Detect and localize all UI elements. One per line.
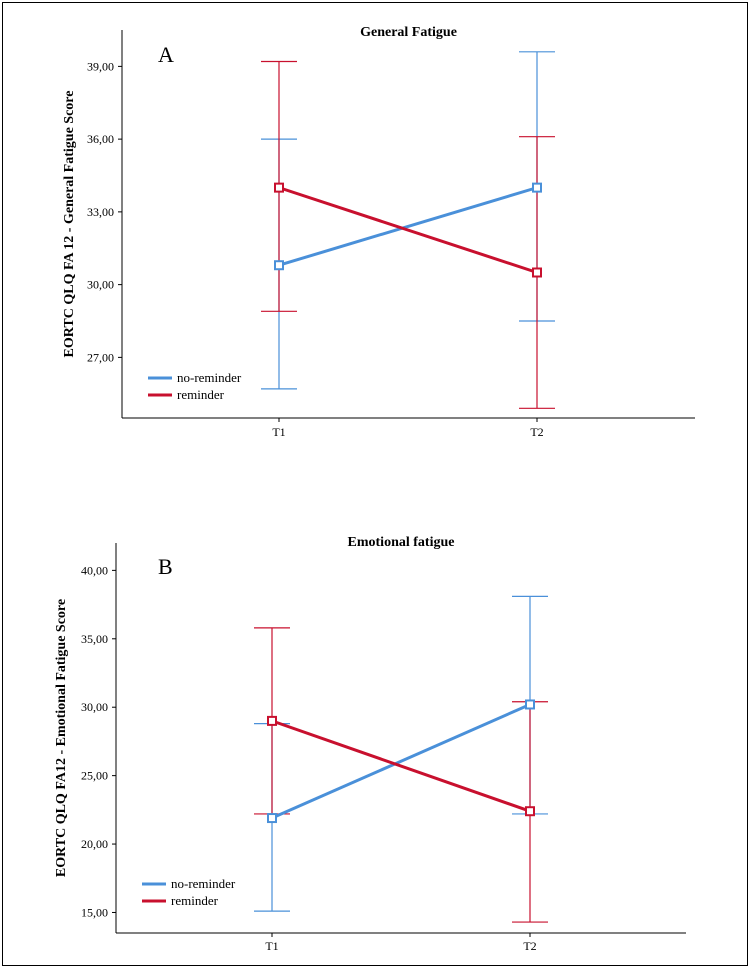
chart-title: General Fatigue <box>360 25 457 40</box>
data-point-no-reminder <box>267 813 277 824</box>
y-tick-label: 35,00 <box>81 632 108 646</box>
y-tick-label: 39,00 <box>87 59 114 73</box>
legend-label: no-reminder <box>171 876 236 891</box>
y-tick-label: 36,00 <box>87 132 114 146</box>
y-tick-label: 25,00 <box>81 769 108 783</box>
series-line-reminder <box>271 719 531 813</box>
panel-letter: A <box>158 42 174 67</box>
series-line-no-reminder <box>278 186 538 267</box>
data-point-reminder <box>532 267 542 278</box>
x-tick-label: T1 <box>272 425 285 439</box>
data-point-reminder <box>267 715 277 726</box>
legend-label: no-reminder <box>177 370 242 385</box>
legend-label: reminder <box>177 387 225 402</box>
y-tick-label: 30,00 <box>87 278 114 292</box>
x-tick-label: T2 <box>523 939 536 953</box>
series-line-no-reminder <box>271 703 531 820</box>
panel-letter: B <box>158 554 173 579</box>
data-point-reminder <box>525 806 535 817</box>
chart-title: Emotional fatigue <box>348 535 455 550</box>
x-tick-label: T1 <box>265 939 278 953</box>
y-tick-label: 15,00 <box>81 905 108 919</box>
y-axis-label: EORTC QLQ FA12 - Emotional Fatigue Score <box>54 599 69 877</box>
y-tick-label: 40,00 <box>81 563 108 577</box>
x-tick-label: T2 <box>530 425 543 439</box>
data-point-reminder <box>274 182 284 193</box>
y-tick-label: 30,00 <box>81 700 108 714</box>
y-tick-label: 33,00 <box>87 205 114 219</box>
series-line-reminder <box>278 186 538 274</box>
y-axis-label: EORTC QLQ FA 12 - General Fatigue Score <box>62 91 77 358</box>
data-point-no-reminder <box>532 182 542 193</box>
data-point-no-reminder <box>525 699 535 710</box>
data-point-no-reminder <box>274 260 284 271</box>
legend-label: reminder <box>171 893 219 908</box>
chart-panel-b: Emotional fatigue B EORTC QLQ FA12 - Emoti… <box>54 535 686 953</box>
y-tick-label: 20,00 <box>81 837 108 851</box>
chart-panel-a: General Fatigue A EORTC QLQ FA 12 - Genera… <box>62 25 695 439</box>
y-tick-label: 27,00 <box>87 350 114 364</box>
